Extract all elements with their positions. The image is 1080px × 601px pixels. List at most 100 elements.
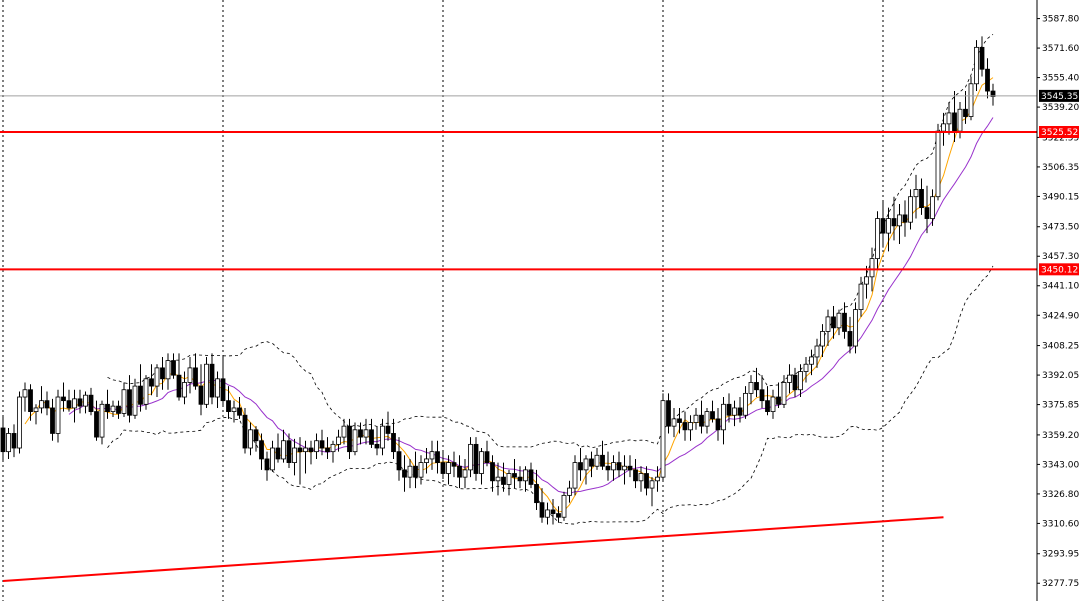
candle-70: [385, 411, 391, 441]
candle-49: [270, 440, 275, 472]
candle-65: [358, 422, 363, 445]
candle-38: [209, 353, 215, 405]
candle-130: [715, 407, 721, 441]
candle-body: [781, 382, 787, 405]
candle-151: [831, 305, 836, 339]
candle-50: [275, 433, 281, 463]
bollinger-bands: [107, 33, 994, 525]
candle-10: [55, 389, 61, 443]
candle-body: [330, 443, 336, 453]
candle-39: [215, 371, 220, 408]
candle-body: [165, 360, 171, 380]
candle-body: [66, 400, 72, 409]
current-price-tag: 3545.35: [1041, 92, 1078, 102]
candle-body: [6, 433, 11, 453]
candle-132: [726, 393, 732, 423]
trendline: [2, 516, 944, 582]
candle-12: [66, 389, 72, 412]
y-tick-label-5: 3506.35: [1042, 163, 1079, 173]
candle-body: [127, 389, 132, 416]
candle-147: [809, 349, 814, 376]
candle-body: [886, 218, 891, 234]
candle-176: [968, 76, 974, 121]
candle-138: [759, 375, 765, 408]
candle-body: [121, 389, 127, 414]
candle-body: [99, 403, 105, 438]
candle-body: [897, 214, 902, 227]
candle-88: [484, 440, 490, 467]
candle-body: [88, 394, 94, 412]
candle-137: [754, 367, 759, 398]
candle-body: [292, 447, 297, 463]
candle-body: [715, 418, 721, 431]
candle-body: [671, 418, 677, 427]
candle-body: [380, 425, 385, 449]
y-tick-label-18: 3293.95: [1042, 550, 1079, 560]
candle-140: [770, 389, 776, 419]
candle-body: [699, 414, 704, 427]
candle-133: [732, 400, 737, 427]
candle-136: [748, 375, 754, 405]
candle-149: [820, 324, 825, 357]
candle-110: [605, 451, 611, 481]
candle-body: [930, 196, 935, 219]
candle-131: [721, 397, 726, 445]
candle-115: [633, 458, 638, 489]
candle-106: [583, 455, 589, 485]
candle-body: [407, 465, 413, 478]
candle-body: [17, 396, 22, 449]
candle-74: [407, 458, 413, 489]
candle-1: [6, 427, 11, 459]
candle-body: [732, 407, 737, 416]
candle-84: [462, 458, 468, 489]
candle-8: [44, 391, 50, 416]
candle-79: [435, 440, 440, 474]
candle-134: [737, 397, 743, 423]
candle-body: [759, 389, 765, 402]
candle-body: [396, 451, 402, 471]
candle-167: [919, 178, 924, 215]
candle-body: [253, 429, 259, 442]
candle-100: [550, 499, 556, 525]
y-tick-label-13: 3375.85: [1042, 401, 1079, 411]
candle-109: [600, 440, 605, 470]
candle-body: [710, 411, 715, 420]
candle-83: [457, 455, 462, 489]
candle-165: [908, 189, 913, 230]
candle-54: [297, 437, 303, 485]
candle-113: [622, 455, 627, 485]
candle-body: [314, 440, 319, 453]
y-tick-label-14: 3359.20: [1042, 431, 1079, 441]
candle-body: [341, 425, 347, 438]
candle-55: [303, 440, 308, 474]
candles: [0, 36, 996, 525]
candle-105: [578, 448, 583, 481]
y-tick-label-9: 3441.10: [1042, 282, 1079, 292]
candle-53: [292, 438, 297, 476]
candle-body: [798, 371, 803, 391]
candle-body: [369, 429, 374, 445]
candle-5: [28, 384, 33, 421]
y-tick-label-17: 3310.60: [1042, 519, 1079, 529]
y-tick-label-0: 3587.80: [1042, 15, 1079, 25]
candle-body: [594, 454, 600, 467]
candle-body: [33, 407, 39, 412]
candle-body: [226, 400, 231, 412]
candle-103: [567, 480, 572, 503]
y-tick-label-3: 3539.20: [1042, 103, 1079, 113]
candle-body: [820, 331, 825, 347]
candle-32: [176, 353, 182, 401]
candle-177: [974, 40, 979, 92]
candle-body: [869, 258, 875, 278]
candle-9: [50, 398, 55, 441]
candle-154: [847, 316, 853, 354]
candle-68: [374, 426, 380, 456]
candle-66: [363, 418, 369, 445]
candle-body: [726, 403, 732, 416]
y-tick-label-6: 3490.15: [1042, 192, 1079, 202]
candle-body: [0, 427, 6, 453]
candle-body: [451, 462, 457, 467]
candle-body: [655, 476, 660, 482]
candle-body: [176, 374, 182, 398]
candle-body: [220, 378, 226, 402]
